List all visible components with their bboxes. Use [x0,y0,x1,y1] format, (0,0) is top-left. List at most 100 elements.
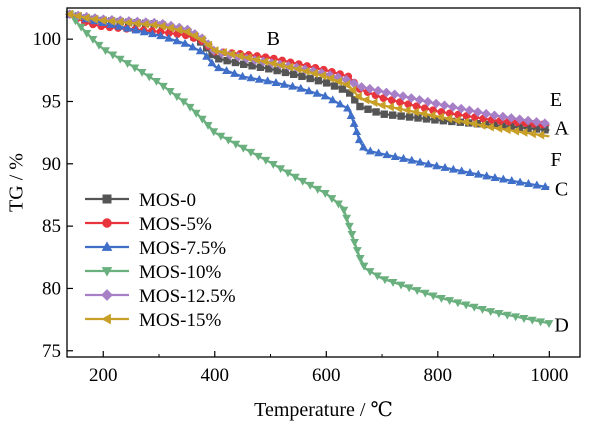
data-point [540,118,550,129]
data-point [369,98,378,108]
data-point [144,73,154,82]
series-mos-7-5- [65,9,550,190]
data-point [532,180,542,189]
data-point [398,91,408,102]
data-point [210,46,219,55]
data-point [352,127,362,135]
data-point [431,98,442,109]
data-point [439,100,450,111]
data-point [445,297,455,306]
data-point [248,62,256,70]
data-point [390,152,400,160]
legend-item: MOS-12.5% [85,286,236,307]
data-point [423,96,433,107]
data-point [313,185,323,194]
data-point [364,105,372,113]
data-point [214,63,223,72]
data-point [405,113,414,121]
data-point [179,98,189,107]
data-point [355,255,365,263]
data-point [478,305,487,314]
data-point [342,80,350,89]
data-point [380,110,388,118]
data-point [298,177,308,186]
legend-label: MOS-15% [139,310,222,331]
data-point [396,281,406,290]
data-point [481,108,491,119]
legend-label: MOS-12.5% [139,286,236,307]
data-point [410,107,419,117]
data-point [402,105,411,115]
data-point [123,18,132,28]
data-point [190,31,198,41]
data-point [231,58,240,67]
data-point [223,56,231,65]
data-point [238,71,247,80]
data-point [460,117,469,127]
data-point [354,135,364,144]
legend-marker [101,241,113,251]
data-point [374,148,384,157]
data-point [268,59,277,68]
data-point [263,76,273,85]
data-point [428,292,438,301]
data-point [215,55,223,63]
curve-label: F [550,149,561,171]
data-point [482,171,492,180]
data-point [273,66,281,75]
data-point [507,176,517,184]
data-point [285,62,294,72]
data-point [365,146,375,155]
data-point [293,64,302,74]
data-point [388,111,397,119]
data-point [216,132,226,141]
data-point [156,31,166,40]
data-point [188,42,198,51]
data-point [498,111,508,122]
data-point [197,115,207,124]
data-point [288,81,297,90]
data-point [238,144,248,153]
x-tick-label: 400 [201,365,230,386]
x-axis-title: Temperature / ℃ [254,399,393,421]
data-point [131,25,141,34]
data-point [427,110,436,120]
data-point [356,82,367,92]
x-tick-label: 200 [89,365,118,386]
data-point [222,66,231,74]
data-point [339,206,349,215]
curve-label: E [550,89,562,111]
data-point [514,114,525,125]
data-point [359,262,369,271]
x-tick-label: 800 [424,365,453,386]
data-point [279,79,289,88]
data-point [485,122,494,132]
data-point [346,111,356,119]
data-point [108,51,118,60]
data-point [88,35,98,44]
data-point [314,76,323,85]
data-point [290,173,300,182]
data-point [423,159,433,168]
legend-marker [102,194,112,204]
data-point [414,95,425,105]
data-point [73,11,82,21]
data-point [209,128,219,137]
data-point [536,318,546,327]
data-point [524,179,533,187]
data-point [353,92,362,101]
data-point [347,230,357,239]
legend-marker [102,218,112,228]
data-point [191,109,201,118]
data-point [338,85,347,93]
data-point [515,177,525,186]
data-point [261,156,271,165]
data-point [519,315,529,323]
data-point [157,21,166,31]
data-point [76,23,86,32]
data-point [472,107,483,117]
y-tick-label: 75 [42,341,61,362]
data-point [379,94,388,102]
